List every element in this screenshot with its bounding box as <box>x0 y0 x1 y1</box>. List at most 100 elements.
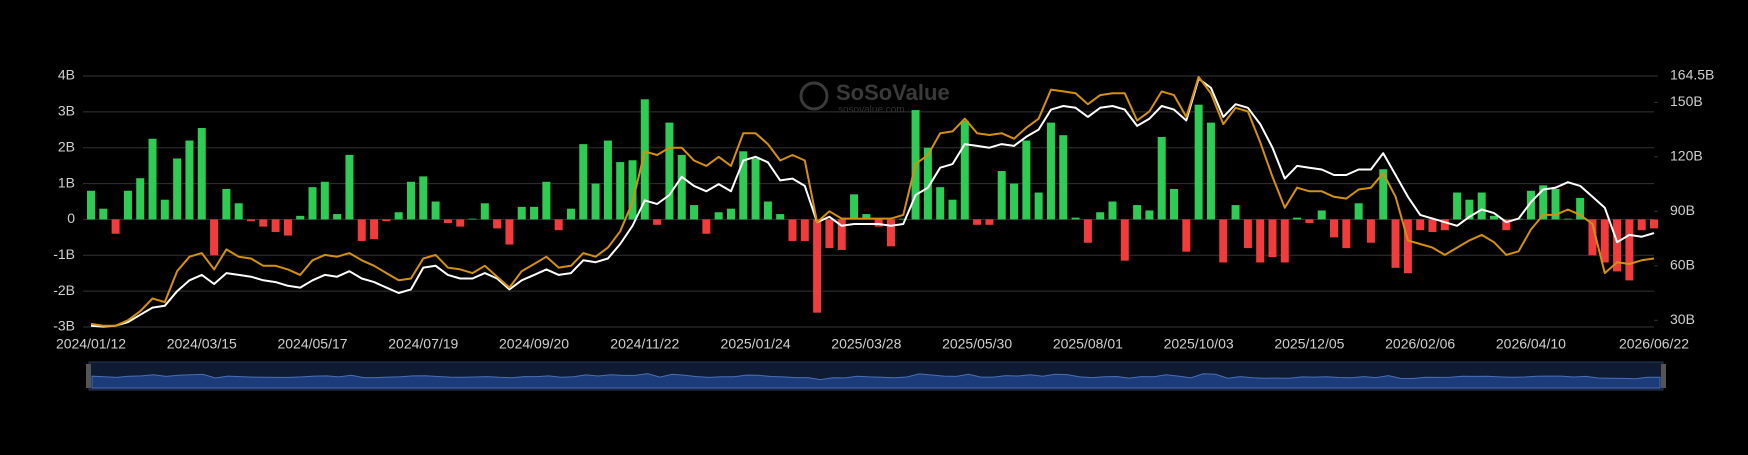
bar <box>1613 219 1622 272</box>
navigator-handle-right[interactable] <box>1661 364 1666 388</box>
bar <box>443 219 452 224</box>
bar <box>185 140 194 220</box>
bar <box>665 122 674 220</box>
y-tick-label: -3B <box>53 318 75 334</box>
bar <box>603 140 612 220</box>
y2-tick-label: 164.5B <box>1670 67 1714 83</box>
bar <box>1194 104 1203 220</box>
x-tick-label: 2026/02/06 <box>1385 336 1455 352</box>
bar <box>1096 212 1105 220</box>
bar <box>591 183 600 220</box>
bar <box>1231 205 1240 220</box>
y-tick-label: 0 <box>67 210 75 226</box>
bar <box>1600 219 1609 263</box>
x-tick-label: 2026/06/22 <box>1619 336 1689 352</box>
bar <box>1637 219 1646 231</box>
bar <box>345 154 354 220</box>
bar <box>1465 199 1474 220</box>
bar <box>1280 219 1289 263</box>
bar <box>566 208 575 220</box>
bar <box>997 171 1006 220</box>
bar <box>1059 135 1068 220</box>
bar <box>333 214 342 220</box>
watermark-text: SoSoValue <box>836 80 950 105</box>
bar <box>653 219 662 225</box>
bar <box>1120 219 1129 261</box>
y2-tick-label: 90B <box>1670 202 1695 218</box>
bar <box>1379 169 1388 220</box>
bar <box>1563 218 1572 220</box>
bar <box>210 219 219 256</box>
bar <box>850 194 859 220</box>
bar <box>160 199 169 220</box>
bar <box>825 219 834 249</box>
bar <box>1403 219 1412 274</box>
navigator-area <box>91 373 1661 389</box>
bar <box>1416 219 1425 231</box>
bar <box>357 219 366 241</box>
bar <box>1305 219 1314 224</box>
bar <box>616 162 625 220</box>
bar <box>1490 215 1499 220</box>
x-tick-label: 2025/10/03 <box>1164 336 1234 352</box>
bar <box>1268 219 1277 258</box>
x-tick-label: 2025/03/28 <box>831 336 901 352</box>
bar <box>505 219 514 245</box>
bar <box>493 219 502 229</box>
y-tick-label: 3B <box>58 103 75 119</box>
bar <box>173 158 182 220</box>
bar <box>1576 197 1585 220</box>
bar <box>1157 136 1166 220</box>
bar <box>517 206 526 220</box>
y2-tick-label: 150B <box>1670 93 1703 109</box>
bar <box>1010 183 1019 220</box>
bar <box>308 187 317 220</box>
bar <box>800 219 809 241</box>
bar <box>296 215 305 220</box>
x-tick-label: 2024/03/15 <box>167 336 237 352</box>
bar <box>739 151 748 220</box>
x-tick-label: 2024/11/22 <box>610 336 679 352</box>
bar <box>197 127 206 220</box>
bar <box>690 205 699 220</box>
bar <box>259 219 268 227</box>
bar <box>751 158 760 220</box>
bar <box>148 138 157 220</box>
y-tick-label: 4B <box>58 67 75 83</box>
x-tick-label: 2025/05/30 <box>942 336 1012 352</box>
y-tick-label: 1B <box>58 174 75 190</box>
bar <box>431 201 440 220</box>
bar <box>542 181 551 220</box>
x-tick-label: 2024/09/20 <box>499 336 569 352</box>
bar <box>985 219 994 225</box>
x-tick-label: 2024/07/19 <box>388 336 458 352</box>
bar <box>813 219 822 313</box>
bar <box>1453 192 1462 220</box>
bar <box>714 212 723 220</box>
bar <box>1243 219 1252 249</box>
bar <box>123 190 132 220</box>
bar <box>899 218 908 220</box>
navigator-handle-left[interactable] <box>86 364 91 388</box>
bar <box>776 214 785 220</box>
bar <box>1526 190 1535 220</box>
watermark-subtext: sosovalue.com <box>838 105 905 116</box>
bar <box>456 219 465 227</box>
bar <box>973 219 982 225</box>
bar <box>1317 210 1326 220</box>
x-tick-label: 2024/05/17 <box>277 336 347 352</box>
bar <box>1428 219 1437 232</box>
bar <box>1083 219 1092 243</box>
bar <box>1293 217 1302 220</box>
bar <box>382 219 391 222</box>
y2-tick-label: 120B <box>1670 148 1703 164</box>
bar <box>419 176 428 220</box>
bar <box>234 203 243 220</box>
bar <box>1071 217 1080 220</box>
bar <box>87 190 95 220</box>
bar <box>1219 219 1228 263</box>
bar <box>136 178 145 220</box>
bar <box>862 214 871 220</box>
